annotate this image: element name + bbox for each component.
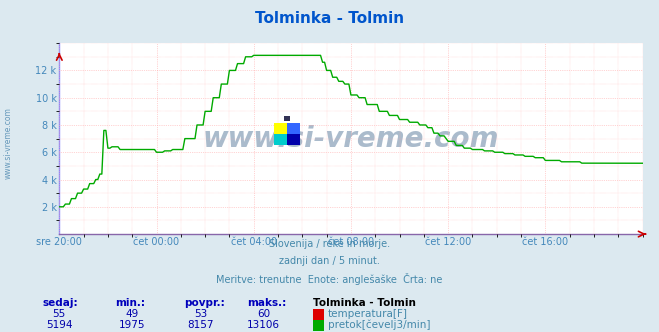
Text: 60: 60 [257,309,270,319]
Text: maks.:: maks.: [247,298,287,308]
Text: min.:: min.: [115,298,146,308]
Bar [274,134,287,145]
Text: sedaj:: sedaj: [43,298,78,308]
Text: www.si-vreme.com: www.si-vreme.com [4,107,13,179]
Text: Meritve: trenutne  Enote: anglešaške  Črta: ne: Meritve: trenutne Enote: anglešaške Črta… [216,273,443,285]
Text: Slovenija / reke in morje.: Slovenija / reke in morje. [269,239,390,249]
Text: zadnji dan / 5 minut.: zadnji dan / 5 minut. [279,256,380,266]
Text: 55: 55 [53,309,66,319]
Text: 1975: 1975 [119,320,145,330]
Text: www.si-vreme.com: www.si-vreme.com [203,124,499,153]
Text: Tolminka - Tolmin: Tolminka - Tolmin [313,298,416,308]
Bar [287,123,301,134]
Text: 49: 49 [125,309,138,319]
Text: pretok[čevelj3/min]: pretok[čevelj3/min] [328,319,430,330]
Text: 5194: 5194 [46,320,72,330]
Bar [284,116,290,121]
Text: Tolminka - Tolmin: Tolminka - Tolmin [255,11,404,26]
Bar [274,123,287,134]
Text: temperatura[F]: temperatura[F] [328,309,407,319]
Text: 8157: 8157 [188,320,214,330]
Text: 53: 53 [194,309,208,319]
Text: 13106: 13106 [247,320,280,330]
Text: povpr.:: povpr.: [185,298,225,308]
Bar [287,134,301,145]
